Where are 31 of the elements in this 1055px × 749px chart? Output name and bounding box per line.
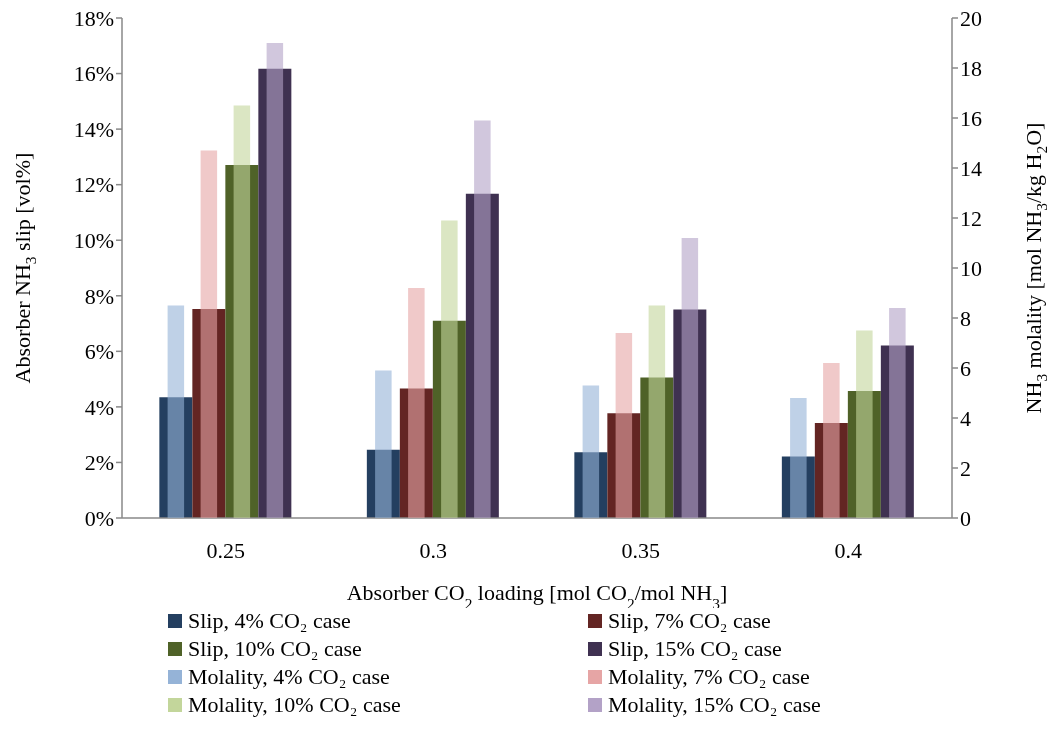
x-tick-label: 0.3 <box>419 537 447 563</box>
y2-tick-label: 6 <box>960 355 971 381</box>
y2-tick-label: 14 <box>960 155 982 181</box>
y2-tick-label: 0 <box>960 505 971 531</box>
x-tick-label: 0.4 <box>834 537 862 563</box>
legend-label: Molality, 4% CO₂ case <box>188 664 390 690</box>
legend-label: Molality, 7% CO₂ case <box>608 664 810 690</box>
y-tick-label: 0% <box>84 505 114 531</box>
y2-tick-label: 12 <box>960 205 982 231</box>
y2-tick-label: 18 <box>960 55 982 81</box>
y-tick-label: 6% <box>84 339 114 365</box>
y-tick-label: 14% <box>73 116 114 142</box>
y-tick-label: 12% <box>73 172 114 198</box>
x-tick-label: 0.25 <box>206 537 245 563</box>
y-tick-label: 2% <box>84 450 114 476</box>
y2-tick-label: 10 <box>960 255 982 281</box>
y-tick-label: 10% <box>73 228 114 254</box>
y2-tick-label: 2 <box>960 455 971 481</box>
y2-tick-label: 20 <box>960 5 982 31</box>
legend-label: Slip, 15% CO₂ case <box>608 636 782 662</box>
y2-tick-label: 4 <box>960 405 971 431</box>
y-tick-label: 4% <box>84 394 114 420</box>
x-tick-label: 0.35 <box>621 537 660 563</box>
legend-label: Molality, 10% CO₂ case <box>188 692 401 718</box>
y-tick-label: 16% <box>73 61 114 87</box>
y2-tick-label: 8 <box>960 305 971 331</box>
legend-label: Slip, 10% CO₂ case <box>188 636 362 662</box>
y-tick-label: 8% <box>84 283 114 309</box>
legend-label: Molality, 15% CO₂ case <box>608 692 821 718</box>
y-tick-label: 18% <box>73 5 114 31</box>
y2-tick-label: 16 <box>960 105 982 131</box>
